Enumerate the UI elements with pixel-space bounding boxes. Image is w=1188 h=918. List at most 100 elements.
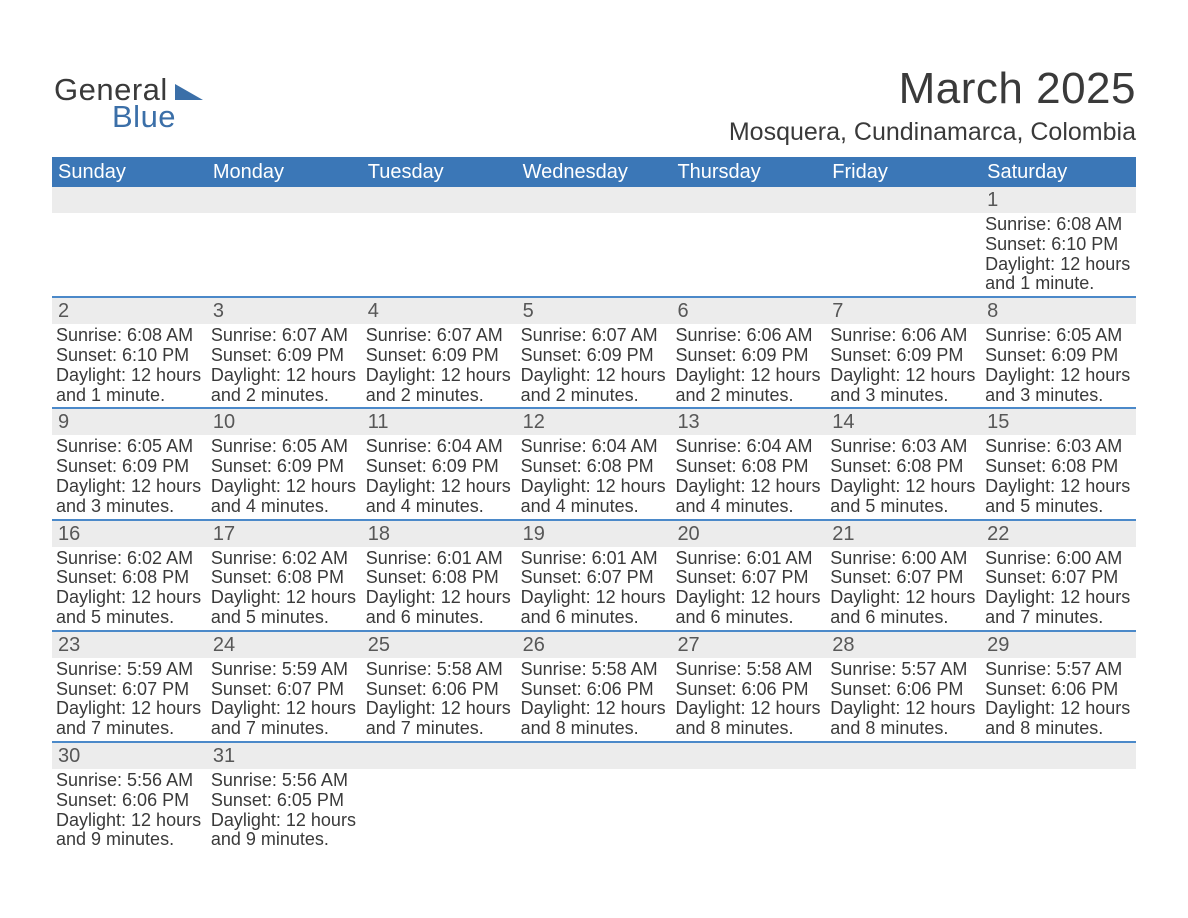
day-number (981, 743, 1136, 769)
brand-logo: General Blue (54, 74, 203, 132)
title-block: March 2025 Mosquera, Cundinamarca, Colom… (52, 64, 1136, 147)
calendar-week-row: 30Sunrise: 5:56 AM Sunset: 6:06 PM Dayli… (52, 743, 1136, 852)
day-number: 4 (362, 298, 517, 324)
day-number (671, 743, 826, 769)
day-number: 26 (517, 632, 672, 658)
day-details: Sunrise: 6:06 AM Sunset: 6:09 PM Dayligh… (830, 326, 977, 405)
calendar-day-cell: 20Sunrise: 6:01 AM Sunset: 6:07 PM Dayli… (671, 521, 826, 630)
weekday-header: Wednesday (517, 161, 672, 184)
calendar-day-cell: 2Sunrise: 6:08 AM Sunset: 6:10 PM Daylig… (52, 298, 207, 407)
day-number (207, 187, 362, 213)
calendar-day-cell: 29Sunrise: 5:57 AM Sunset: 6:06 PM Dayli… (981, 632, 1136, 741)
calendar-day-cell: 13Sunrise: 6:04 AM Sunset: 6:08 PM Dayli… (671, 409, 826, 518)
calendar-day-cell (362, 743, 517, 852)
day-number: 8 (981, 298, 1136, 324)
day-number: 10 (207, 409, 362, 435)
day-number: 11 (362, 409, 517, 435)
calendar-week-row: 9Sunrise: 6:05 AM Sunset: 6:09 PM Daylig… (52, 409, 1136, 520)
day-details: Sunrise: 5:59 AM Sunset: 6:07 PM Dayligh… (56, 660, 203, 739)
calendar-day-cell: 28Sunrise: 5:57 AM Sunset: 6:06 PM Dayli… (826, 632, 981, 741)
day-number: 24 (207, 632, 362, 658)
day-number (671, 187, 826, 213)
calendar-day-cell (671, 187, 826, 296)
calendar-day-cell (207, 187, 362, 296)
day-details: Sunrise: 6:05 AM Sunset: 6:09 PM Dayligh… (985, 326, 1132, 405)
day-details: Sunrise: 6:02 AM Sunset: 6:08 PM Dayligh… (56, 549, 203, 628)
brand-bottom-text: Blue (112, 101, 203, 132)
calendar-day-cell: 24Sunrise: 5:59 AM Sunset: 6:07 PM Dayli… (207, 632, 362, 741)
day-details: Sunrise: 6:05 AM Sunset: 6:09 PM Dayligh… (211, 437, 358, 516)
calendar-day-cell: 6Sunrise: 6:06 AM Sunset: 6:09 PM Daylig… (671, 298, 826, 407)
calendar-day-cell: 7Sunrise: 6:06 AM Sunset: 6:09 PM Daylig… (826, 298, 981, 407)
day-details: Sunrise: 6:01 AM Sunset: 6:07 PM Dayligh… (521, 549, 668, 628)
location-subtitle: Mosquera, Cundinamarca, Colombia (52, 118, 1136, 147)
day-details: Sunrise: 5:59 AM Sunset: 6:07 PM Dayligh… (211, 660, 358, 739)
weekday-header: Tuesday (362, 161, 517, 184)
day-number: 22 (981, 521, 1136, 547)
calendar-week-row: 16Sunrise: 6:02 AM Sunset: 6:08 PM Dayli… (52, 521, 1136, 632)
day-number (826, 743, 981, 769)
day-details: Sunrise: 5:56 AM Sunset: 6:05 PM Dayligh… (211, 771, 358, 850)
day-number (517, 743, 672, 769)
day-number: 7 (826, 298, 981, 324)
day-details: Sunrise: 5:58 AM Sunset: 6:06 PM Dayligh… (675, 660, 822, 739)
day-number: 13 (671, 409, 826, 435)
day-details: Sunrise: 6:07 AM Sunset: 6:09 PM Dayligh… (521, 326, 668, 405)
calendar-day-cell: 5Sunrise: 6:07 AM Sunset: 6:09 PM Daylig… (517, 298, 672, 407)
calendar-grid: 1Sunrise: 6:08 AM Sunset: 6:10 PM Daylig… (52, 187, 1136, 852)
day-details: Sunrise: 6:04 AM Sunset: 6:08 PM Dayligh… (675, 437, 822, 516)
day-number (52, 187, 207, 213)
calendar-day-cell: 22Sunrise: 6:00 AM Sunset: 6:07 PM Dayli… (981, 521, 1136, 630)
page-title: March 2025 (52, 64, 1136, 114)
day-number: 21 (826, 521, 981, 547)
weekday-header-row: Sunday Monday Tuesday Wednesday Thursday… (52, 157, 1136, 187)
day-number: 29 (981, 632, 1136, 658)
calendar-week-row: 1Sunrise: 6:08 AM Sunset: 6:10 PM Daylig… (52, 187, 1136, 298)
day-number: 16 (52, 521, 207, 547)
brand-flag-icon (175, 80, 203, 104)
calendar-day-cell: 30Sunrise: 5:56 AM Sunset: 6:06 PM Dayli… (52, 743, 207, 852)
day-number: 23 (52, 632, 207, 658)
day-details: Sunrise: 6:05 AM Sunset: 6:09 PM Dayligh… (56, 437, 203, 516)
day-number: 30 (52, 743, 207, 769)
calendar-day-cell: 9Sunrise: 6:05 AM Sunset: 6:09 PM Daylig… (52, 409, 207, 518)
calendar-page: General Blue March 2025 Mosquera, Cundin… (0, 0, 1188, 918)
day-number: 5 (517, 298, 672, 324)
day-number (826, 187, 981, 213)
calendar-day-cell (517, 743, 672, 852)
day-details: Sunrise: 5:58 AM Sunset: 6:06 PM Dayligh… (366, 660, 513, 739)
day-number: 12 (517, 409, 672, 435)
calendar-day-cell: 4Sunrise: 6:07 AM Sunset: 6:09 PM Daylig… (362, 298, 517, 407)
calendar-week-row: 2Sunrise: 6:08 AM Sunset: 6:10 PM Daylig… (52, 298, 1136, 409)
day-number: 9 (52, 409, 207, 435)
day-number: 17 (207, 521, 362, 547)
weekday-header: Friday (826, 161, 981, 184)
day-details: Sunrise: 6:06 AM Sunset: 6:09 PM Dayligh… (675, 326, 822, 405)
calendar-day-cell: 26Sunrise: 5:58 AM Sunset: 6:06 PM Dayli… (517, 632, 672, 741)
day-details: Sunrise: 6:08 AM Sunset: 6:10 PM Dayligh… (56, 326, 203, 405)
calendar-week-row: 23Sunrise: 5:59 AM Sunset: 6:07 PM Dayli… (52, 632, 1136, 743)
calendar-day-cell: 17Sunrise: 6:02 AM Sunset: 6:08 PM Dayli… (207, 521, 362, 630)
calendar-day-cell (671, 743, 826, 852)
calendar-day-cell: 14Sunrise: 6:03 AM Sunset: 6:08 PM Dayli… (826, 409, 981, 518)
weekday-header: Saturday (981, 161, 1136, 184)
day-details: Sunrise: 6:00 AM Sunset: 6:07 PM Dayligh… (830, 549, 977, 628)
calendar-day-cell (52, 187, 207, 296)
day-number: 3 (207, 298, 362, 324)
calendar-day-cell: 25Sunrise: 5:58 AM Sunset: 6:06 PM Dayli… (362, 632, 517, 741)
calendar-day-cell: 21Sunrise: 6:00 AM Sunset: 6:07 PM Dayli… (826, 521, 981, 630)
day-number: 27 (671, 632, 826, 658)
calendar-day-cell: 10Sunrise: 6:05 AM Sunset: 6:09 PM Dayli… (207, 409, 362, 518)
day-number: 25 (362, 632, 517, 658)
day-details: Sunrise: 6:08 AM Sunset: 6:10 PM Dayligh… (985, 215, 1132, 294)
day-number (362, 743, 517, 769)
calendar-day-cell: 1Sunrise: 6:08 AM Sunset: 6:10 PM Daylig… (981, 187, 1136, 296)
day-number: 1 (981, 187, 1136, 213)
calendar-day-cell: 3Sunrise: 6:07 AM Sunset: 6:09 PM Daylig… (207, 298, 362, 407)
calendar-day-cell: 8Sunrise: 6:05 AM Sunset: 6:09 PM Daylig… (981, 298, 1136, 407)
calendar-day-cell (517, 187, 672, 296)
calendar-day-cell: 15Sunrise: 6:03 AM Sunset: 6:08 PM Dayli… (981, 409, 1136, 518)
calendar-day-cell: 23Sunrise: 5:59 AM Sunset: 6:07 PM Dayli… (52, 632, 207, 741)
weekday-header: Thursday (671, 161, 826, 184)
calendar-day-cell: 19Sunrise: 6:01 AM Sunset: 6:07 PM Dayli… (517, 521, 672, 630)
